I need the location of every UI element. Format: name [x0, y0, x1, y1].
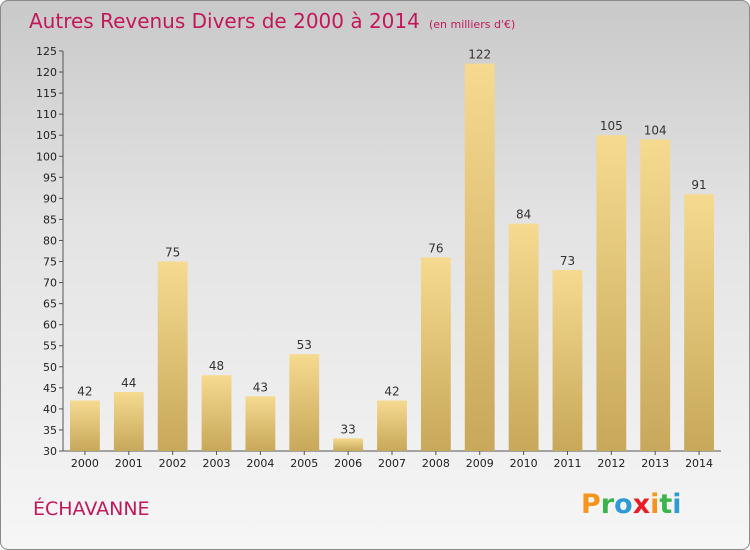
y-tick-label: 110	[36, 108, 57, 121]
chart-title-text: Autres Revenus Divers de 2000 à 2014	[29, 9, 420, 33]
value-label: 53	[297, 338, 312, 352]
bar	[640, 139, 671, 451]
value-label: 105	[600, 119, 623, 133]
y-tick-label: 40	[43, 403, 57, 416]
value-label: 84	[516, 208, 531, 222]
value-label: 122	[468, 48, 491, 62]
value-label: 104	[644, 123, 667, 137]
x-tick-label: 2008	[422, 457, 450, 470]
x-tick-label: 2006	[334, 457, 362, 470]
bar	[508, 223, 539, 451]
x-tick-label: 2003	[203, 457, 231, 470]
bar	[684, 194, 714, 451]
y-tick-label: 65	[43, 298, 57, 311]
bar	[289, 354, 320, 451]
chart-unit-text: (en milliers d'€)	[428, 18, 516, 31]
y-tick-label: 50	[43, 361, 57, 374]
bar-series: 42 44 75 48 43 53 33 42 76 122 84 73 105 104 91	[70, 48, 714, 452]
proxiti-logo: Proxiti	[581, 489, 682, 520]
y-tick-label: 120	[36, 66, 57, 79]
y-tick-label: 80	[43, 234, 57, 247]
y-tick-label: 95	[43, 171, 57, 184]
value-label: 73	[560, 254, 575, 268]
y-tick-label: 45	[43, 382, 57, 395]
x-tick-label: 2011	[553, 457, 581, 470]
x-tick-label: 2014	[685, 457, 713, 470]
value-label: 42	[77, 384, 92, 398]
bar	[333, 438, 364, 451]
y-tick-label: 105	[36, 129, 57, 142]
value-label: 76	[428, 241, 443, 255]
bar	[157, 261, 188, 451]
x-tick-label: 2002	[159, 457, 187, 470]
x-tick-label: 2000	[71, 457, 99, 470]
x-tick-label: 2012	[597, 457, 625, 470]
value-label: 75	[165, 246, 180, 260]
logo-letter: t	[659, 489, 673, 520]
chart-axes: 30 35 40 45 50 55 60 65 70 75 80 85 90 95 100 105 110 115…	[36, 45, 721, 470]
bar	[245, 396, 276, 451]
y-tick-label: 100	[36, 150, 57, 163]
y-tick-label: 90	[43, 192, 57, 205]
bar	[201, 375, 232, 451]
bar	[596, 135, 627, 452]
bar	[552, 269, 583, 451]
x-tick-label: 2005	[290, 457, 318, 470]
y-tick-label: 75	[43, 256, 57, 269]
commune-name: ÉCHAVANNE	[33, 498, 150, 520]
y-tick-label: 30	[43, 445, 57, 458]
bar	[70, 400, 100, 451]
logo-letter: r	[600, 489, 615, 520]
y-tick-label: 70	[43, 277, 57, 290]
logo-letter: i	[650, 489, 660, 520]
logo-letter: i	[672, 489, 682, 520]
x-tick-label: 2013	[641, 457, 669, 470]
value-label: 91	[691, 178, 706, 192]
x-tick-label: 2001	[115, 457, 143, 470]
y-tick-label: 115	[36, 87, 57, 100]
logo-letter: x	[632, 489, 651, 520]
y-tick-label: 125	[36, 45, 57, 58]
value-label: 42	[384, 384, 399, 398]
y-tick-label: 85	[43, 213, 57, 226]
x-tick-label: 2010	[510, 457, 538, 470]
x-tick-label: 2009	[466, 457, 494, 470]
bar	[464, 63, 495, 451]
value-label: 43	[253, 380, 268, 394]
chart-title: Autres Revenus Divers de 2000 à 2014 (en…	[29, 9, 515, 33]
x-tick-label: 2007	[378, 457, 406, 470]
logo-letter: o	[614, 489, 633, 520]
bar	[377, 400, 407, 451]
y-tick-label: 55	[43, 340, 57, 353]
bar	[113, 392, 144, 451]
y-tick-label: 60	[43, 319, 57, 332]
bar	[420, 257, 451, 451]
value-label: 33	[340, 422, 355, 436]
x-tick-label: 2004	[246, 457, 274, 470]
y-tick-label: 35	[43, 424, 57, 437]
value-label: 44	[121, 376, 136, 390]
logo-letter: P	[581, 489, 601, 520]
value-label: 48	[209, 359, 224, 373]
